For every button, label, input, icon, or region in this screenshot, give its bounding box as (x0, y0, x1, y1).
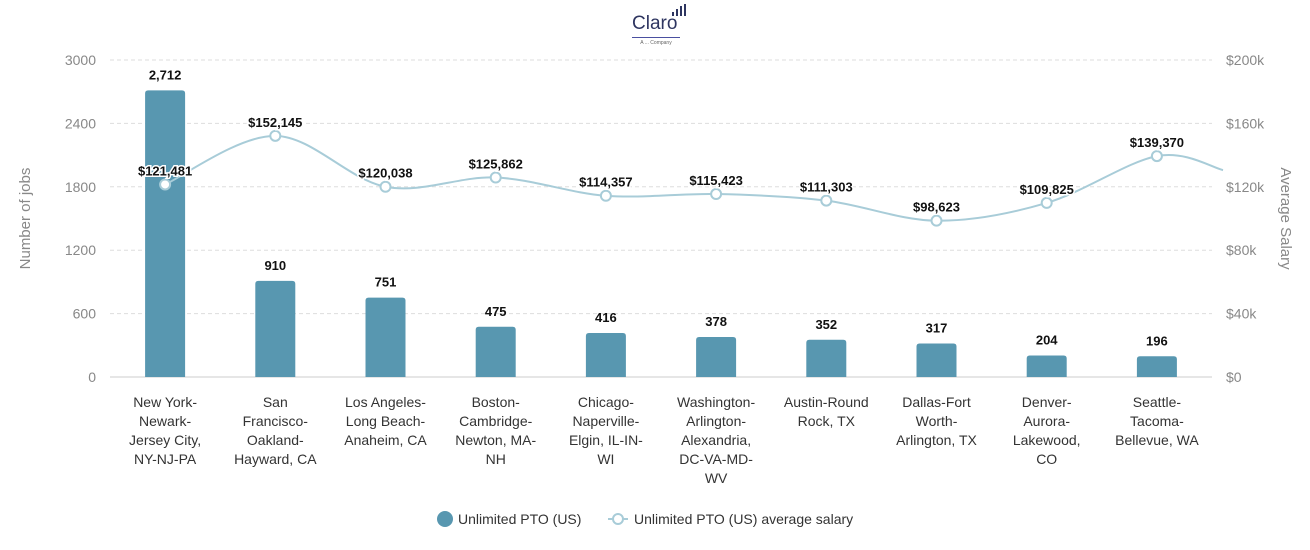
bar (806, 339, 847, 377)
y-axis-title: Number of jobs (17, 168, 34, 270)
salary-data-label: $98,623 (913, 200, 960, 215)
x-tick-label: Washington-Arlington-Alexandria, DC-VA-MD… (677, 394, 755, 486)
x-tick-label: Chicago-Naperville-Elgin, IL-IN-WI (569, 394, 643, 467)
bar-data-label: 196 (1146, 333, 1168, 348)
salary-data-label: $125,862 (469, 157, 523, 172)
bar (475, 326, 516, 377)
x-tick-label: New York-Newark-Jersey City, NY-NJ-PA (129, 394, 201, 467)
y2-tick-label: $120k (1226, 179, 1265, 195)
bar-data-label: 378 (705, 314, 727, 329)
salary-point (820, 194, 833, 207)
bar-data-label: 416 (595, 310, 617, 325)
logo-signal-icon (672, 4, 686, 16)
bar-data-label: 2,712 (149, 67, 182, 82)
y-tick-label: 2400 (65, 115, 96, 131)
salary-data-label: $114,357 (579, 175, 633, 190)
logo-divider (632, 37, 680, 38)
bar-data-label: 317 (926, 321, 948, 336)
salary-data-label: $121,481 (138, 163, 192, 178)
salary-point (379, 180, 392, 193)
x-tick-label: San Francisco-Oakland-Hayward, CA (234, 394, 317, 467)
bar-data-label: 204 (1036, 332, 1058, 347)
y-tick-label: 1800 (65, 179, 96, 195)
bar-data-label: 475 (485, 304, 507, 319)
x-tick-label: Austin-Round Rock, TX (784, 394, 869, 429)
salary-data-label: $109,825 (1020, 182, 1074, 197)
salary-data-label: $139,370 (1130, 135, 1184, 150)
y-tick-label: 3000 (65, 52, 96, 68)
x-tick-label: Denver-Aurora-Lakewood, CO (1013, 394, 1081, 467)
y-tick-label: 600 (73, 306, 97, 322)
y2-tick-label: $200k (1226, 52, 1265, 68)
legend-line-point (612, 513, 624, 525)
legend-bar-marker (437, 511, 453, 527)
bar (365, 297, 406, 377)
salary-data-label: $111,303 (800, 180, 853, 195)
salary-point (710, 188, 723, 201)
x-tick-label: Los Angeles-Long Beach-Anaheim, CA (344, 394, 427, 448)
y2-tick-label: $160k (1226, 115, 1265, 131)
legend-bar-label: Unlimited PTO (US) (458, 511, 581, 527)
y-tick-label: 1200 (65, 242, 96, 258)
salary-point (269, 129, 282, 142)
y-tick-label: 0 (88, 369, 96, 385)
bar (696, 337, 737, 377)
x-tick-label: Dallas-Fort Worth-Arlington, TX (896, 394, 977, 448)
x-tick-label: Seattle-Tacoma-Bellevue, WA (1115, 394, 1199, 448)
salary-point (159, 178, 172, 191)
bar-data-label: 910 (264, 258, 286, 273)
salary-data-label: $115,423 (689, 173, 743, 188)
bar (916, 343, 957, 377)
x-tick-label: Boston-Cambridge-Newton, MA-NH (455, 394, 536, 467)
salary-point (599, 189, 612, 202)
y2-tick-label: $80k (1226, 242, 1257, 258)
bar (1026, 355, 1067, 377)
legend-line-label: Unlimited PTO (US) average salary (634, 511, 853, 527)
salary-point (489, 171, 502, 184)
salary-point (1040, 196, 1053, 209)
y2-tick-label: $40k (1226, 306, 1257, 322)
bar (255, 280, 296, 377)
bar (585, 333, 626, 377)
salary-data-label: $152,145 (248, 115, 302, 130)
salary-data-label: $120,038 (358, 166, 412, 181)
bar (145, 90, 186, 377)
bar-data-label: 751 (375, 275, 397, 290)
salary-point (1150, 150, 1163, 163)
y2-axis-title: Average Salary (1277, 167, 1294, 270)
bar-data-label: 352 (815, 317, 837, 332)
salary-point (930, 214, 943, 227)
bar (1136, 356, 1177, 377)
y2-tick-label: $0 (1226, 369, 1242, 385)
logo: Claro A ... Company (620, 4, 692, 46)
